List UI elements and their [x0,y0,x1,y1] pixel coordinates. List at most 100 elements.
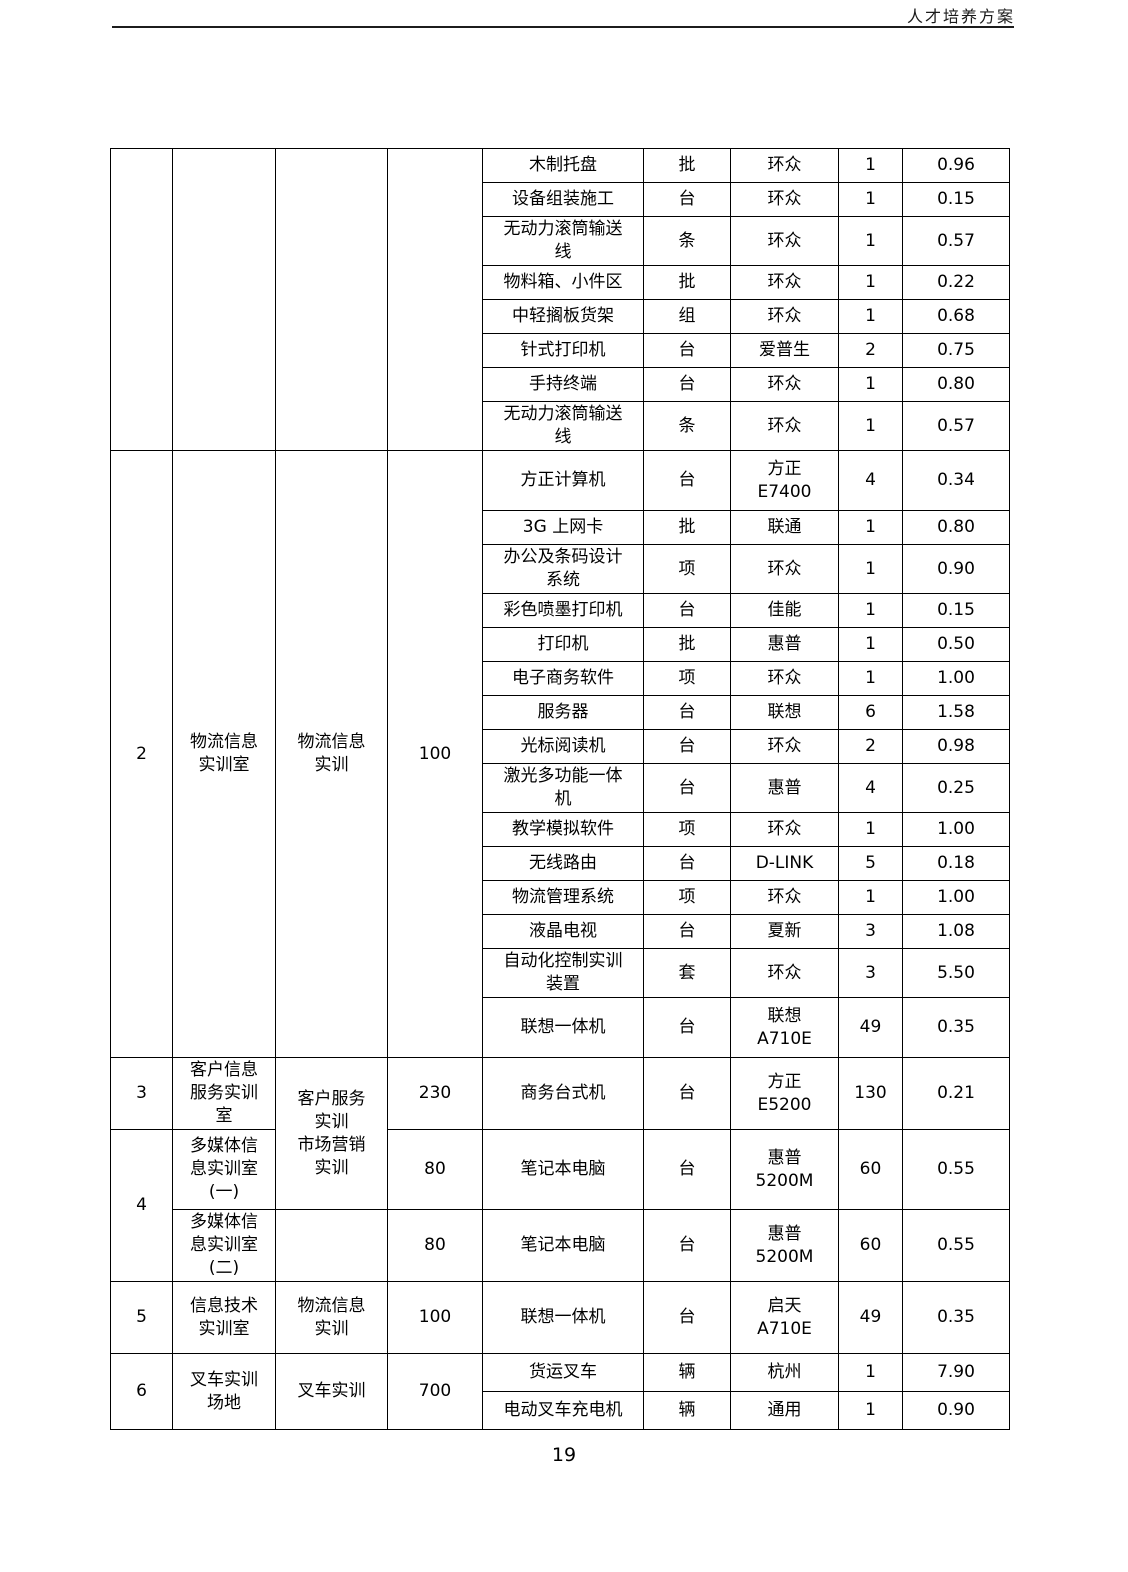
cell-price: 0.55 [902,1129,1010,1210]
cell-equipment: 无动力滚筒输送 线 [482,216,644,266]
cell-training [275,1209,388,1282]
cell-equipment: 彩色喷墨打印机 [482,593,644,628]
cell-equipment: 商务台式机 [482,1057,644,1130]
cell-qty: 1 [838,182,903,217]
cell-qty: 1 [838,510,903,545]
cell-unit: 条 [643,216,731,266]
table-row: 自动化控制实训 装置 套 环众 3 5.50 [111,948,1010,998]
page-number: 19 [551,1444,577,1466]
cell-unit: 组 [643,299,731,334]
cell-brand: 夏新 [730,914,839,949]
cell-unit: 台 [643,997,731,1058]
cell-brand: 环众 [730,948,839,998]
cell-equipment: 无动力滚筒输送 线 [482,401,644,451]
cell-brand: 杭州 [730,1353,839,1392]
cell-qty: 1 [838,880,903,915]
table-row: 4 多媒体信 息实训室 (一) 80 笔记本电脑 台 惠普 5200M 60 0… [110,1129,1010,1282]
cell-price: 0.68 [902,299,1010,334]
cell-price: 0.75 [902,333,1010,368]
cell-unit: 台 [643,1057,731,1130]
table-row: 多媒体信 息实训室 (二) 80 笔记本电脑 台 惠普 5200M 60 0.5… [111,1209,1010,1282]
cell-unit: 辆 [643,1391,731,1430]
cell-equipment: 货运叉车 [482,1353,644,1392]
cell-unit: 台 [643,182,731,217]
table-row: 中轻搁板货架 组 环众 1 0.68 [111,299,1010,334]
cell-unit: 项 [643,661,731,696]
cell-qty: 1 [838,593,903,628]
table-row: 无线路由 台 D-LINK 5 0.18 [111,846,1010,881]
cell-equipment: 自动化控制实训 装置 [482,948,644,998]
cell-training: 客户服务 实训 市场营销 实训 [275,1057,388,1210]
table-row: 电动叉车充电机 辆 通用 1 0.90 [111,1391,1010,1430]
cell-equipment: 3G 上网卡 [482,510,644,545]
cell-price: 1.00 [902,880,1010,915]
cell-equipment: 打印机 [482,627,644,662]
page-header-title: 人才培养方案 [906,7,1015,26]
cell-qty: 2 [838,333,903,368]
table-row: 3 客户信息 服务实训 室 客户服务 实训 市场营销 实训 230 商务台式机 … [110,1057,1010,1210]
cell-equipment: 木制托盘 [482,148,644,183]
cell-price: 0.34 [902,450,1010,511]
cell-area: 80 [387,1129,483,1210]
cell-unit: 项 [643,880,731,915]
cell-area [387,148,483,451]
cell-equipment: 针式打印机 [482,333,644,368]
table-row: 设备组装施工 台 环众 1 0.15 [111,182,1010,217]
table-row: 打印机 批 惠普 1 0.50 [111,627,1010,662]
cell-qty: 130 [838,1057,903,1130]
cell-brand: 惠普 [730,763,839,813]
cell-qty: 1 [838,627,903,662]
cell-unit: 批 [643,510,731,545]
cell-brand: 方正 E5200 [730,1057,839,1130]
cell-unit: 台 [643,729,731,764]
cell-brand: 环众 [730,880,839,915]
cell-qty: 4 [838,763,903,813]
cell-price: 0.55 [902,1209,1010,1282]
cell-no: 3 [110,1057,173,1130]
cell-qty: 49 [838,997,903,1058]
cell-price: 0.90 [902,1391,1010,1430]
cell-qty: 1 [838,265,903,300]
cell-unit: 台 [643,695,731,730]
cell-unit: 辆 [643,1353,731,1392]
cell-qty: 6 [838,695,903,730]
cell-brand: 环众 [730,729,839,764]
cell-equipment: 笔记本电脑 [482,1209,644,1282]
cell-equipment: 中轻搁板货架 [482,299,644,334]
cell-unit: 台 [643,914,731,949]
cell-equipment: 激光多功能一体 机 [482,763,644,813]
cell-room: 多媒体信 息实训室 (一) [172,1129,276,1210]
cell-area: 230 [387,1057,483,1130]
cell-qty: 60 [838,1129,903,1210]
table-row: 物料箱、小件区 批 环众 1 0.22 [111,265,1010,300]
cell-room: 信息技术 实训室 [172,1281,276,1354]
cell-price: 0.90 [902,544,1010,594]
cell-unit: 条 [643,401,731,451]
cell-brand: 通用 [730,1391,839,1430]
cell-unit: 批 [643,148,731,183]
cell-equipment: 手持终端 [482,367,644,402]
cell-equipment: 光标阅读机 [482,729,644,764]
cell-price: 0.98 [902,729,1010,764]
cell-qty: 1 [838,216,903,266]
cell-equipment: 办公及条码设计 系统 [482,544,644,594]
cell-unit: 台 [643,1209,731,1282]
cell-brand: 联想 A710E [730,997,839,1058]
cell-unit: 套 [643,948,731,998]
cell-price: 0.96 [902,148,1010,183]
cell-price: 0.50 [902,627,1010,662]
cell-price: 0.57 [902,401,1010,451]
header-rule [112,26,1014,28]
cell-no: 5 [110,1281,173,1354]
cell-qty: 1 [838,367,903,402]
table-row: 电子商务软件 项 环众 1 1.00 [111,661,1010,696]
cell-brand: 联想 [730,695,839,730]
cell-area: 100 [387,1281,483,1354]
cell-price: 0.80 [902,510,1010,545]
table-row: 无动力滚筒输送 线 条 环众 1 0.57 [111,216,1010,266]
cell-area: 700 [387,1353,483,1430]
cell-price: 5.50 [902,948,1010,998]
cell-brand: 环众 [730,265,839,300]
cell-equipment: 笔记本电脑 [482,1129,644,1210]
table-row: 木制托盘 批 环众 1 0.96 [110,148,1010,451]
